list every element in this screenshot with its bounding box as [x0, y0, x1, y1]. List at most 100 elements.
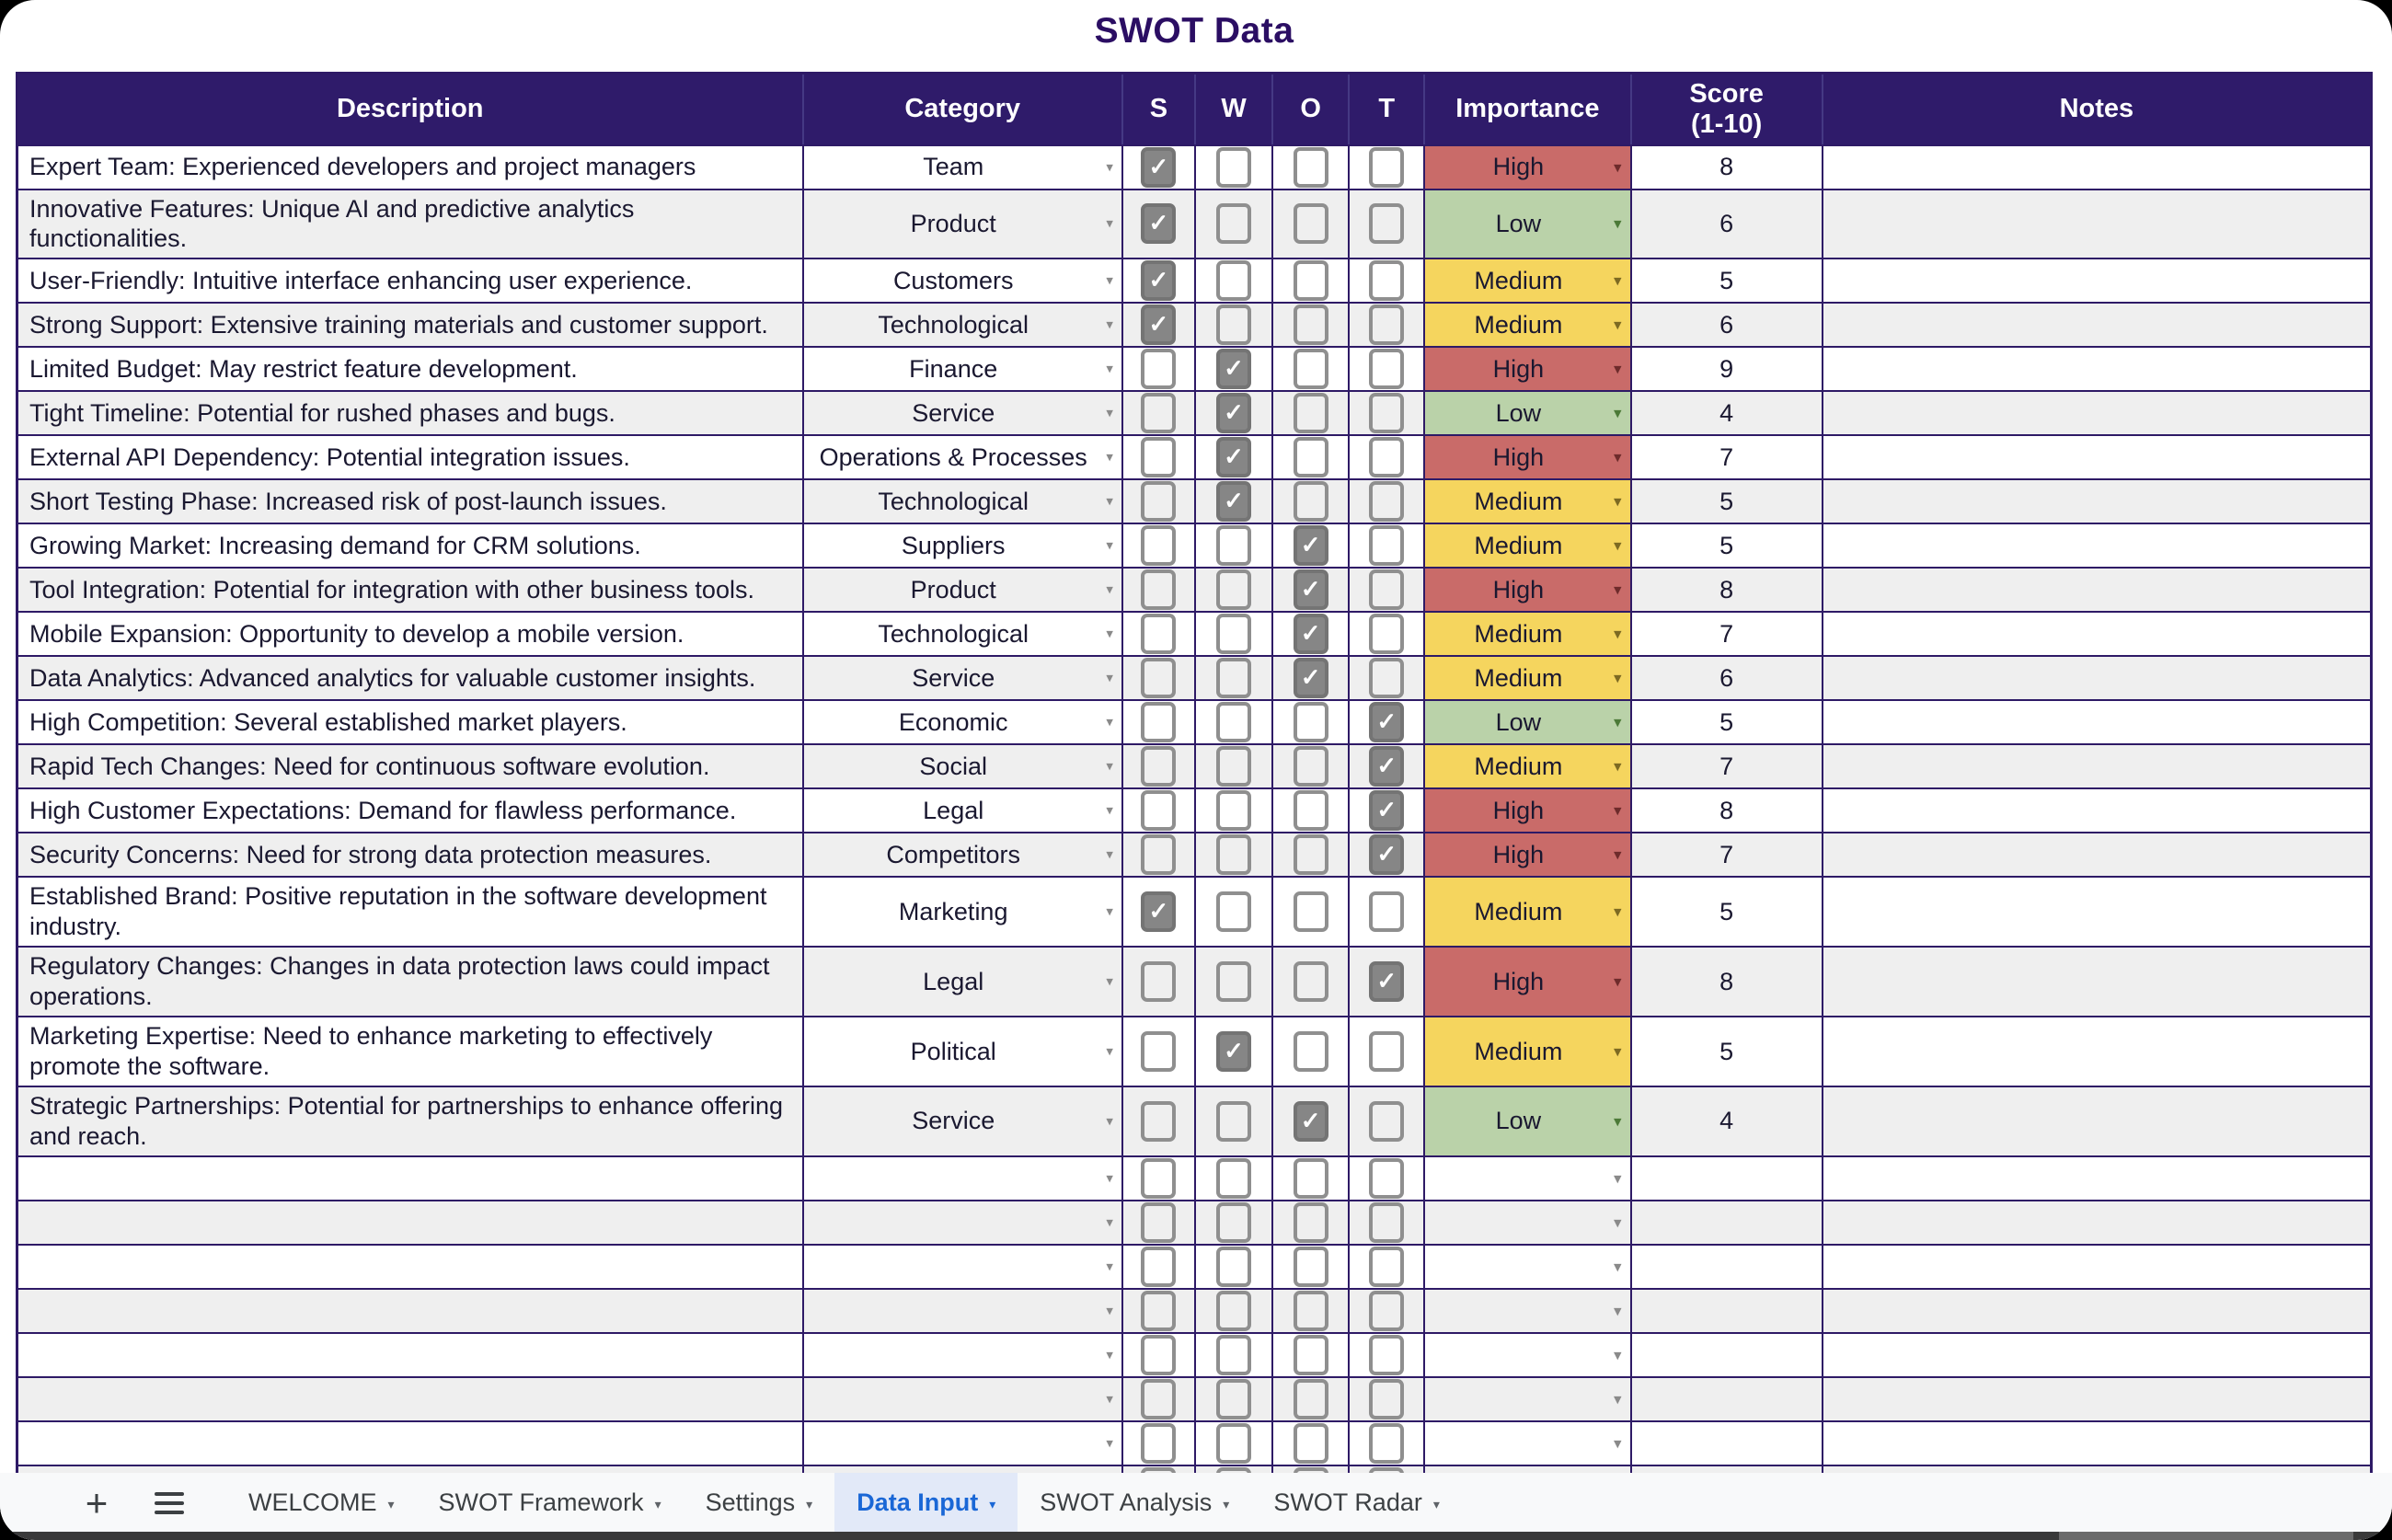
- checkbox-w[interactable]: ✓: [1216, 1100, 1252, 1142]
- checkbox-cell-o[interactable]: ✓: [1271, 188, 1351, 260]
- checkbox-cell-s[interactable]: ✓: [1121, 1287, 1196, 1334]
- checkbox-cell-w[interactable]: ✓: [1193, 876, 1274, 948]
- description-cell[interactable]: Innovative Features: Unique AI and predi…: [16, 188, 804, 260]
- notes-cell[interactable]: [1821, 1419, 2373, 1466]
- score-cell[interactable]: 5: [1629, 478, 1823, 525]
- checkbox-cell-t[interactable]: ✓: [1348, 144, 1426, 190]
- chevron-down-icon[interactable]: ▾: [387, 1497, 395, 1511]
- importance-dropdown[interactable]: ▾: [1423, 1375, 1632, 1422]
- sheet-tab-data-input[interactable]: Data Input ▾: [834, 1473, 1018, 1533]
- checkbox-cell-o[interactable]: ✓: [1271, 1086, 1351, 1157]
- notes-cell[interactable]: [1821, 1331, 2373, 1378]
- category-dropdown[interactable]: Technological ▾: [801, 302, 1123, 349]
- checkbox-cell-t[interactable]: ✓: [1348, 743, 1426, 790]
- checkbox-t[interactable]: ✓: [1369, 1422, 1405, 1464]
- description-cell[interactable]: [16, 1199, 804, 1246]
- checkbox-cell-s[interactable]: ✓: [1121, 1016, 1196, 1087]
- chevron-down-icon[interactable]: ▾: [989, 1497, 996, 1511]
- checkbox-w[interactable]: ✓: [1216, 790, 1252, 832]
- checkbox-cell-s[interactable]: ✓: [1121, 787, 1196, 834]
- checkbox-s[interactable]: ✓: [1141, 746, 1177, 787]
- checkbox-cell-t[interactable]: ✓: [1348, 1155, 1426, 1201]
- category-dropdown[interactable]: Product ▾: [801, 188, 1123, 260]
- description-cell[interactable]: [16, 1155, 804, 1201]
- description-cell[interactable]: External API Dependency: Potential integ…: [16, 434, 804, 481]
- checkbox-cell-s[interactable]: ✓: [1121, 743, 1196, 790]
- checkbox-cell-s[interactable]: ✓: [1121, 876, 1196, 948]
- sheet-tab-swot-framework[interactable]: SWOT Framework ▾: [417, 1473, 684, 1533]
- category-dropdown[interactable]: Operations & Processes ▾: [801, 434, 1123, 481]
- score-cell[interactable]: 5: [1629, 1016, 1823, 1087]
- category-dropdown[interactable]: Technological ▾: [801, 478, 1123, 525]
- score-cell[interactable]: 8: [1629, 946, 1823, 1018]
- checkbox-cell-s[interactable]: ✓: [1121, 567, 1196, 614]
- checkbox-cell-w[interactable]: ✓: [1193, 787, 1274, 834]
- checkbox-s[interactable]: ✓: [1141, 481, 1177, 523]
- checkbox-cell-o[interactable]: ✓: [1271, 1016, 1351, 1087]
- checkbox-cell-s[interactable]: ✓: [1121, 1086, 1196, 1157]
- checkbox-t[interactable]: ✓: [1369, 790, 1405, 832]
- checkbox-cell-s[interactable]: ✓: [1121, 478, 1196, 525]
- description-cell[interactable]: Security Concerns: Need for strong data …: [16, 832, 804, 879]
- checkbox-w[interactable]: ✓: [1216, 349, 1252, 390]
- checkbox-o[interactable]: ✓: [1293, 702, 1328, 743]
- checkbox-cell-w[interactable]: ✓: [1193, 478, 1274, 525]
- checkbox-s[interactable]: ✓: [1141, 1157, 1177, 1199]
- category-dropdown[interactable]: ▾: [801, 1419, 1123, 1466]
- checkbox-cell-w[interactable]: ✓: [1193, 1287, 1274, 1334]
- checkbox-cell-t[interactable]: ✓: [1348, 655, 1426, 702]
- all-sheets-menu-button[interactable]: [155, 1491, 184, 1514]
- checkbox-cell-s[interactable]: ✓: [1121, 832, 1196, 879]
- checkbox-t[interactable]: ✓: [1369, 834, 1405, 876]
- category-dropdown[interactable]: ▾: [801, 1199, 1123, 1246]
- category-dropdown[interactable]: Team ▾: [801, 144, 1123, 190]
- score-cell[interactable]: [1629, 1243, 1823, 1290]
- checkbox-o[interactable]: ✓: [1293, 658, 1328, 699]
- checkbox-cell-w[interactable]: ✓: [1193, 302, 1274, 349]
- description-cell[interactable]: User-Friendly: Intuitive interface enhan…: [16, 258, 804, 305]
- checkbox-cell-t[interactable]: ✓: [1348, 611, 1426, 658]
- checkbox-w[interactable]: ✓: [1216, 658, 1252, 699]
- checkbox-s[interactable]: ✓: [1141, 1290, 1177, 1331]
- notes-cell[interactable]: [1821, 946, 2373, 1018]
- sheet-tab-swot-analysis[interactable]: SWOT Analysis ▾: [1018, 1473, 1251, 1533]
- importance-dropdown[interactable]: Medium ▾: [1423, 302, 1632, 349]
- category-dropdown[interactable]: Economic ▾: [801, 699, 1123, 746]
- category-dropdown[interactable]: Suppliers ▾: [801, 523, 1123, 569]
- checkbox-o[interactable]: ✓: [1293, 525, 1328, 567]
- checkbox-o[interactable]: ✓: [1293, 260, 1328, 302]
- checkbox-w[interactable]: ✓: [1216, 203, 1252, 245]
- checkbox-cell-t[interactable]: ✓: [1348, 787, 1426, 834]
- checkbox-cell-w[interactable]: ✓: [1193, 1199, 1274, 1246]
- category-dropdown[interactable]: Social ▾: [801, 743, 1123, 790]
- checkbox-cell-o[interactable]: ✓: [1271, 946, 1351, 1018]
- checkbox-w[interactable]: ✓: [1216, 614, 1252, 655]
- checkbox-w[interactable]: ✓: [1216, 746, 1252, 787]
- checkbox-o[interactable]: ✓: [1293, 891, 1328, 933]
- checkbox-t[interactable]: ✓: [1369, 658, 1405, 699]
- category-dropdown[interactable]: Political ▾: [801, 1016, 1123, 1087]
- score-cell[interactable]: 5: [1629, 699, 1823, 746]
- checkbox-s[interactable]: ✓: [1141, 1334, 1177, 1375]
- checkbox-w[interactable]: ✓: [1216, 1334, 1252, 1375]
- checkbox-cell-w[interactable]: ✓: [1193, 611, 1274, 658]
- checkbox-cell-s[interactable]: ✓: [1121, 946, 1196, 1018]
- chevron-down-icon[interactable]: ▾: [654, 1497, 661, 1511]
- checkbox-t[interactable]: ✓: [1369, 203, 1405, 245]
- checkbox-t[interactable]: ✓: [1369, 481, 1405, 523]
- checkbox-cell-w[interactable]: ✓: [1193, 144, 1274, 190]
- description-cell[interactable]: [16, 1243, 804, 1290]
- checkbox-cell-o[interactable]: ✓: [1271, 346, 1351, 393]
- checkbox-cell-o[interactable]: ✓: [1271, 1243, 1351, 1290]
- checkbox-cell-w[interactable]: ✓: [1193, 1155, 1274, 1201]
- checkbox-t[interactable]: ✓: [1369, 1031, 1405, 1073]
- checkbox-w[interactable]: ✓: [1216, 1290, 1252, 1331]
- description-cell[interactable]: High Customer Expectations: Demand for f…: [16, 787, 804, 834]
- checkbox-s[interactable]: ✓: [1141, 790, 1177, 832]
- checkbox-cell-o[interactable]: ✓: [1271, 258, 1351, 305]
- checkbox-cell-t[interactable]: ✓: [1348, 1243, 1426, 1290]
- checkbox-cell-t[interactable]: ✓: [1348, 1331, 1426, 1378]
- scrollbar-thumb[interactable]: [2059, 1532, 2353, 1540]
- checkbox-cell-s[interactable]: ✓: [1121, 346, 1196, 393]
- importance-dropdown[interactable]: Medium ▾: [1423, 478, 1632, 525]
